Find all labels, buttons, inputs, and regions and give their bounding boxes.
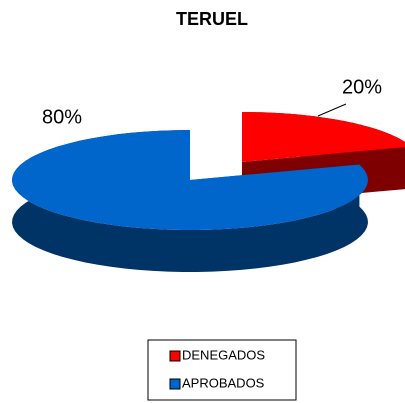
slice-top [12, 130, 368, 230]
data-label: 20% [342, 76, 382, 98]
legend-label: APROBADOS [182, 375, 265, 390]
legend-label: DENEGADOS [182, 347, 265, 362]
pie-slice [12, 130, 368, 272]
legend-swatch [169, 350, 181, 362]
slice-top [242, 112, 405, 162]
leader-line [317, 103, 347, 117]
legend-swatch [169, 378, 181, 390]
data-label: 80% [42, 106, 82, 128]
legend-box [147, 339, 297, 401]
chart-title: TERUEL [176, 9, 248, 29]
